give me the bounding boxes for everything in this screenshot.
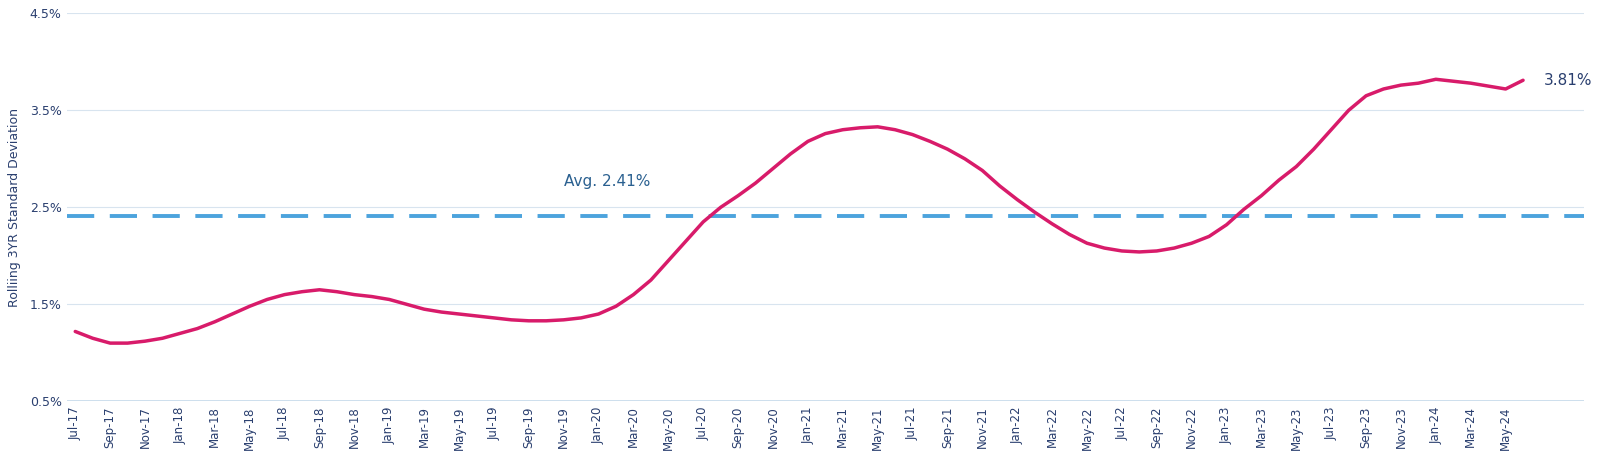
Y-axis label: Rolliing 3YR Standard Deviation: Rolliing 3YR Standard Deviation <box>8 108 21 307</box>
Text: Avg. 2.41%: Avg. 2.41% <box>564 174 649 189</box>
Text: 3.81%: 3.81% <box>1543 73 1591 88</box>
